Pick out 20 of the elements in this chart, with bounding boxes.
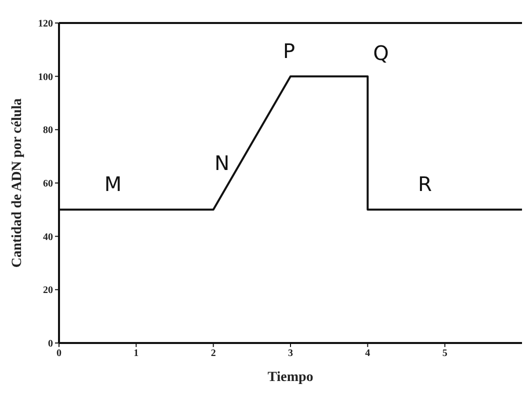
annotation: Q — [372, 41, 390, 65]
y-tick-label: 120 — [38, 18, 53, 30]
x-tick-label: 0 — [56, 348, 62, 360]
y-tick-label: 60 — [43, 178, 53, 190]
x-tick-label: 1 — [134, 348, 139, 360]
y-tick-label: 20 — [43, 285, 53, 296]
y-tick-label: 100 — [38, 72, 53, 83]
y-tick-label: 0 — [48, 338, 53, 350]
x-tick-label: 4 — [365, 348, 370, 360]
annotation: N — [214, 151, 230, 175]
x-axis-title: Tiempo — [268, 370, 314, 385]
annotation: P — [282, 39, 296, 63]
y-tick-label: 40 — [43, 232, 53, 243]
x-tick-label: 3 — [288, 348, 293, 360]
annotation: M — [103, 172, 123, 196]
annotation: R — [417, 172, 433, 196]
y-axis-title: Cantidad de ADN por célula — [10, 98, 25, 268]
x-tick-label: 2 — [210, 348, 216, 360]
y-tick-label: 80 — [43, 125, 53, 136]
x-tick-label: 5 — [442, 348, 448, 360]
